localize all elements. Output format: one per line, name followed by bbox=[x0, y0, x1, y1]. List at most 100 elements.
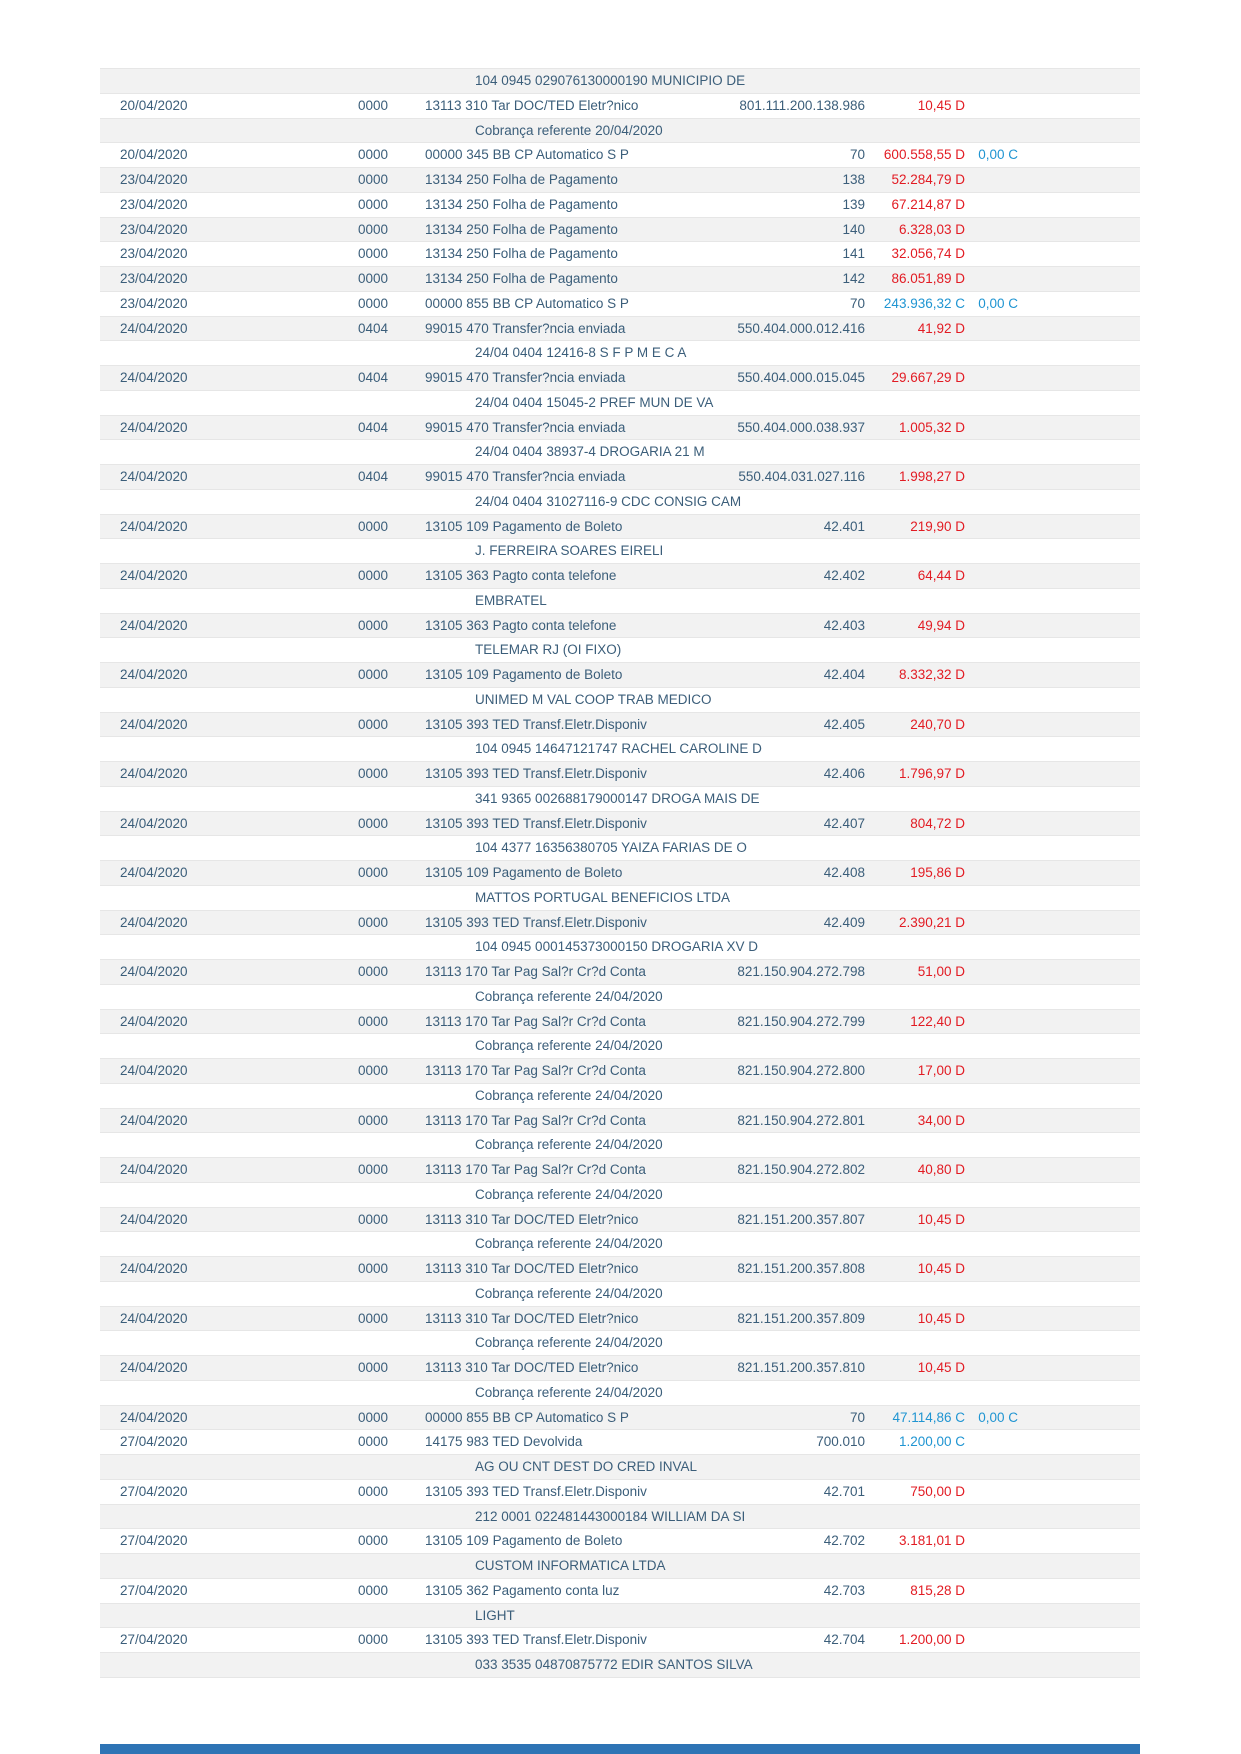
table-detail-row: 104 0945 000145373000150 DROGARIA XV D bbox=[100, 935, 1140, 960]
balance-cell: 0,00 C bbox=[978, 147, 1018, 163]
detail-text-cell: UNIMED M VAL COOP TRAB MEDICO bbox=[475, 691, 712, 707]
date-cell: 24/04/2020 bbox=[120, 865, 188, 880]
value-cell: 10,45 D bbox=[917, 1261, 965, 1276]
date-cell: 20/04/2020 bbox=[120, 97, 188, 113]
value-cell: 243.936,32 C bbox=[883, 295, 965, 311]
document-number-cell: 821.150.904.272.799 bbox=[737, 1013, 865, 1029]
table-row: 24/04/2020 0000 13105 393 TED Transf.Eletr… bbox=[100, 811, 1140, 837]
date-cell: 23/04/2020 bbox=[120, 271, 188, 286]
description-cell: 00000 855 BB CP Automatico S P bbox=[425, 1409, 629, 1425]
agency-cell: 0000 bbox=[358, 766, 389, 781]
table-detail-row: 341 9365 002688179000147 DROGA MAIS DE bbox=[100, 787, 1140, 812]
detail-text-cell: Cobrança referente 24/04/2020 bbox=[475, 1137, 663, 1153]
date-cell: 23/04/2020 bbox=[120, 295, 188, 311]
date-cell: 24/04/2020 bbox=[120, 1310, 188, 1326]
detail-text-cell: Cobrança referente 24/04/2020 bbox=[475, 988, 663, 1004]
document-number-cell: 821.150.904.272.800 bbox=[737, 1063, 865, 1078]
table-row: 24/04/2020 0000 13113 310 Tar DOC/TED Elet… bbox=[100, 1356, 1140, 1381]
table-detail-row: Cobrança referente 24/04/2020 bbox=[100, 1282, 1140, 1307]
description-cell: 99015 470 Transfer?ncia enviada bbox=[425, 419, 626, 435]
table-detail-row: 104 4377 16356380705 YAIZA FARIAS DE O bbox=[100, 836, 1140, 861]
agency-cell: 0404 bbox=[358, 370, 389, 385]
document-number-cell: 142 bbox=[842, 271, 865, 286]
description-cell: 99015 470 Transfer?ncia enviada bbox=[425, 469, 626, 484]
agency-cell: 0000 bbox=[358, 1360, 389, 1375]
detail-text-cell: LIGHT bbox=[475, 1607, 515, 1623]
document-number-cell: 141 bbox=[842, 246, 865, 262]
document-number-cell: 42.701 bbox=[823, 1483, 865, 1499]
date-cell: 23/04/2020 bbox=[120, 246, 188, 262]
agency-cell: 0000 bbox=[358, 1632, 389, 1648]
value-cell: 41,92 D bbox=[917, 320, 965, 336]
detail-text-cell: Cobrança referente 24/04/2020 bbox=[475, 1285, 663, 1301]
agency-cell: 0000 bbox=[358, 568, 389, 583]
description-cell: 13105 393 TED Transf.Eletr.Disponiv bbox=[425, 914, 647, 930]
agency-cell: 0000 bbox=[358, 815, 389, 831]
value-cell: 67.214,87 D bbox=[891, 196, 965, 212]
agency-cell: 0000 bbox=[358, 271, 389, 286]
table-detail-row: 24/04 0404 12416-8 S F P M E C A bbox=[100, 341, 1140, 366]
document-number-cell: 70 bbox=[849, 295, 865, 311]
description-cell: 14175 983 TED Devolvida bbox=[425, 1434, 583, 1450]
table-detail-row: J. FERREIRA SOARES EIRELI bbox=[100, 539, 1140, 564]
table-detail-row: 033 3535 04870875772 EDIR SANTOS SILVA bbox=[100, 1653, 1140, 1678]
value-cell: 3.181,01 D bbox=[898, 1533, 965, 1549]
table-detail-row: 24/04 0404 15045-2 PREF MUN DE VA bbox=[100, 391, 1140, 416]
agency-cell: 0404 bbox=[358, 320, 389, 336]
table-detail-row: Cobrança referente 24/04/2020 bbox=[100, 1183, 1140, 1208]
value-cell: 122,40 D bbox=[910, 1013, 965, 1029]
date-cell: 27/04/2020 bbox=[120, 1533, 188, 1549]
table-detail-row: LIGHT bbox=[100, 1603, 1140, 1629]
table-detail-row: 24/04 0404 38937-4 DROGARIA 21 M bbox=[100, 440, 1140, 465]
document-number-cell: 42.407 bbox=[823, 815, 865, 831]
value-cell: 10,45 D bbox=[917, 1211, 965, 1227]
table-row: 24/04/2020 0000 13105 109 Pagamento de Bol… bbox=[100, 514, 1140, 540]
value-cell: 6.328,03 D bbox=[898, 221, 965, 237]
document-number-cell: 42.402 bbox=[823, 568, 865, 583]
table-detail-row: UNIMED M VAL COOP TRAB MEDICO bbox=[100, 688, 1140, 713]
description-cell: 13113 310 Tar DOC/TED Eletr?nico bbox=[425, 1211, 639, 1227]
table-row: 24/04/2020 0000 13105 109 Pagamento de Bol… bbox=[100, 861, 1140, 886]
detail-text-cell: J. FERREIRA SOARES EIRELI bbox=[475, 543, 664, 559]
date-cell: 24/04/2020 bbox=[120, 518, 188, 534]
date-cell: 24/04/2020 bbox=[120, 1162, 188, 1177]
date-cell: 24/04/2020 bbox=[120, 617, 188, 633]
description-cell: 13105 393 TED Transf.Eletr.Disponiv bbox=[425, 1483, 647, 1499]
date-cell: 24/04/2020 bbox=[120, 568, 188, 583]
date-cell: 24/04/2020 bbox=[120, 766, 188, 781]
detail-text-cell: 104 0945 14647121747 RACHEL CAROLINE D bbox=[475, 741, 762, 757]
date-cell: 20/04/2020 bbox=[120, 147, 188, 163]
description-cell: 13113 170 Tar Pag Sal?r Cr?d Conta bbox=[425, 964, 646, 979]
agency-cell: 0000 bbox=[358, 1112, 389, 1128]
value-cell: 34,00 D bbox=[917, 1112, 965, 1128]
document-number-cell: 42.406 bbox=[823, 766, 865, 781]
table-row: 24/04/2020 0000 13105 393 TED Transf.Eletr… bbox=[100, 712, 1140, 738]
value-cell: 1.200,00 C bbox=[898, 1434, 965, 1450]
description-cell: 13134 250 Folha de Pagamento bbox=[425, 196, 618, 212]
document-number-cell: 42.403 bbox=[823, 617, 865, 633]
detail-text-cell: Cobrança referente 24/04/2020 bbox=[475, 1087, 663, 1103]
description-cell: 13105 109 Pagamento de Boleto bbox=[425, 667, 623, 682]
document-number-cell: 70 bbox=[849, 147, 865, 163]
agency-cell: 0000 bbox=[358, 1063, 389, 1078]
document-number-cell: 550.404.000.038.937 bbox=[737, 419, 865, 435]
value-cell: 219,90 D bbox=[910, 518, 965, 534]
date-cell: 24/04/2020 bbox=[120, 1013, 188, 1029]
table-row: 24/04/2020 0000 13105 363 Pagto conta tele… bbox=[100, 564, 1140, 589]
detail-text-cell: 104 0945 029076130000190 MUNICIPIO DE bbox=[475, 73, 746, 88]
table-detail-row: AG OU CNT DEST DO CRED INVAL bbox=[100, 1455, 1140, 1480]
value-cell: 1.005,32 D bbox=[898, 419, 965, 435]
detail-text-cell: Cobrança referente 24/04/2020 bbox=[475, 1335, 663, 1351]
detail-text-cell: TELEMAR RJ (OI FIXO) bbox=[475, 642, 622, 658]
detail-text-cell: EMBRATEL bbox=[475, 592, 547, 608]
value-cell: 52.284,79 D bbox=[891, 172, 965, 187]
description-cell: 99015 470 Transfer?ncia enviada bbox=[425, 370, 626, 385]
value-cell: 10,45 D bbox=[917, 97, 965, 113]
description-cell: 13105 393 TED Transf.Eletr.Disponiv bbox=[425, 1632, 647, 1648]
date-cell: 24/04/2020 bbox=[120, 469, 188, 484]
document-number-cell: 42.704 bbox=[823, 1632, 865, 1648]
table-row: 20/04/2020 0000 13113 310 Tar DOC/TED Elet… bbox=[100, 94, 1140, 119]
document-number-cell: 70 bbox=[849, 1409, 865, 1425]
agency-cell: 0000 bbox=[358, 295, 389, 311]
